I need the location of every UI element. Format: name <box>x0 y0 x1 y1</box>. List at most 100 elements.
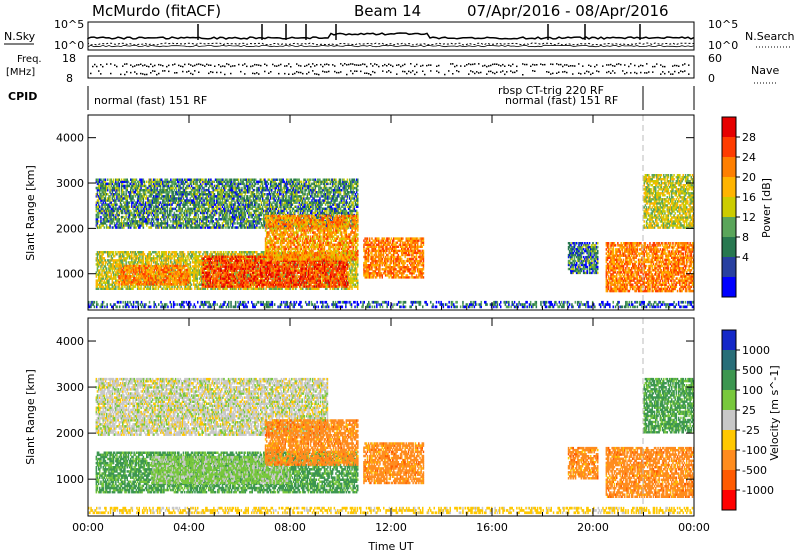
freq-dot <box>124 63 126 65</box>
freq-dot <box>522 63 524 64</box>
freq-dot <box>326 63 328 65</box>
nave-dot <box>130 72 132 74</box>
nave-dot <box>612 70 614 72</box>
nsearch-label: N.Search <box>745 30 795 43</box>
heatmap-cell <box>135 251 137 253</box>
heatmap-cell <box>115 251 117 253</box>
nave-dot <box>356 71 358 73</box>
freq-dot <box>596 64 598 66</box>
heatmap-cell <box>182 288 184 290</box>
nave-dot <box>588 71 590 73</box>
freq-dot <box>634 65 636 67</box>
freq-dot <box>510 65 512 67</box>
nave-dot <box>430 70 432 72</box>
nsky-series <box>88 24 694 47</box>
freq-dot <box>146 66 148 68</box>
freq-dot <box>526 64 528 66</box>
freq-dot <box>682 64 684 66</box>
nave-dot <box>680 70 682 72</box>
freq-dot <box>488 65 490 67</box>
freq-dot <box>144 64 146 66</box>
freq-dot <box>168 65 170 67</box>
freq-dot <box>608 64 610 66</box>
freq-dot <box>590 66 592 68</box>
freq-dot <box>316 64 318 66</box>
nave-dot <box>146 74 148 76</box>
freq-dot <box>284 65 286 67</box>
freq-dot <box>260 65 262 67</box>
nave-dot <box>468 73 470 75</box>
freq-dot <box>496 64 498 66</box>
freq-dot <box>572 65 574 67</box>
nave-dot <box>550 73 552 75</box>
freq-dot <box>114 64 116 66</box>
freq-dot <box>428 64 430 66</box>
freq-dot <box>188 63 190 65</box>
freq-dot <box>498 64 500 66</box>
heatmap-cell <box>131 253 133 255</box>
nave-dot <box>480 72 482 74</box>
freq-dot <box>540 63 542 65</box>
freq-dot <box>94 64 96 66</box>
freq-dot <box>430 64 432 66</box>
freq-dot <box>258 64 260 66</box>
freq-dot <box>312 63 314 65</box>
nave-dot <box>506 71 508 73</box>
nave-dot <box>300 72 302 74</box>
freq-dot <box>474 63 476 64</box>
nave-dot <box>564 71 566 73</box>
nave-dot <box>292 74 294 76</box>
freq-dot <box>360 64 362 66</box>
nave-dot <box>316 73 318 75</box>
freq-dot <box>298 65 300 67</box>
freq-dot <box>218 64 220 66</box>
freq-dot <box>388 64 390 66</box>
freq-dot <box>308 64 310 66</box>
nave-dot <box>308 72 310 74</box>
freq-dot <box>500 65 502 67</box>
nave-dot <box>354 70 356 72</box>
freq-dot <box>578 63 580 64</box>
nave-dot <box>370 74 372 76</box>
nave-dot <box>630 72 632 74</box>
heatmap-cell <box>123 253 125 255</box>
nave-dot <box>240 71 242 73</box>
nave-dot <box>268 73 270 75</box>
nave-dot <box>334 71 336 73</box>
freq-dot <box>544 64 546 66</box>
freq-dot <box>382 65 384 67</box>
nave-dot <box>352 73 354 75</box>
nave-dot <box>336 72 338 74</box>
nave-dot <box>220 72 222 74</box>
nave-dot <box>476 71 478 73</box>
freq-dot <box>290 66 292 68</box>
nave-dot <box>156 74 158 76</box>
freq-dot <box>676 65 678 67</box>
nave-dot <box>150 72 152 74</box>
nave-dot <box>584 73 586 75</box>
nave-dot <box>324 71 326 73</box>
heatmap-cell <box>106 267 108 269</box>
nave-dot <box>198 72 200 74</box>
nave-dot <box>314 73 316 75</box>
nave-dot <box>590 74 592 76</box>
nave-dot <box>224 74 226 76</box>
nave-dot <box>496 72 498 74</box>
nave-dot <box>410 72 412 74</box>
freq-dot <box>350 63 352 64</box>
freq-dot <box>244 63 246 64</box>
nave-dot <box>634 72 636 74</box>
nave-dot <box>558 72 560 74</box>
nave-dot <box>216 72 218 74</box>
freq-dot <box>582 65 584 67</box>
freq-tick-bottom: 8 <box>66 72 73 85</box>
nave-dot <box>664 73 666 75</box>
cpid-label: CPID <box>8 90 37 103</box>
freq-dot <box>484 65 486 67</box>
freq-dot <box>684 63 686 64</box>
freq-dot <box>328 64 330 66</box>
heatmap-cell <box>115 288 117 290</box>
nave-dot <box>154 71 156 73</box>
freq-dot <box>678 66 680 68</box>
freq-dot <box>150 64 152 66</box>
